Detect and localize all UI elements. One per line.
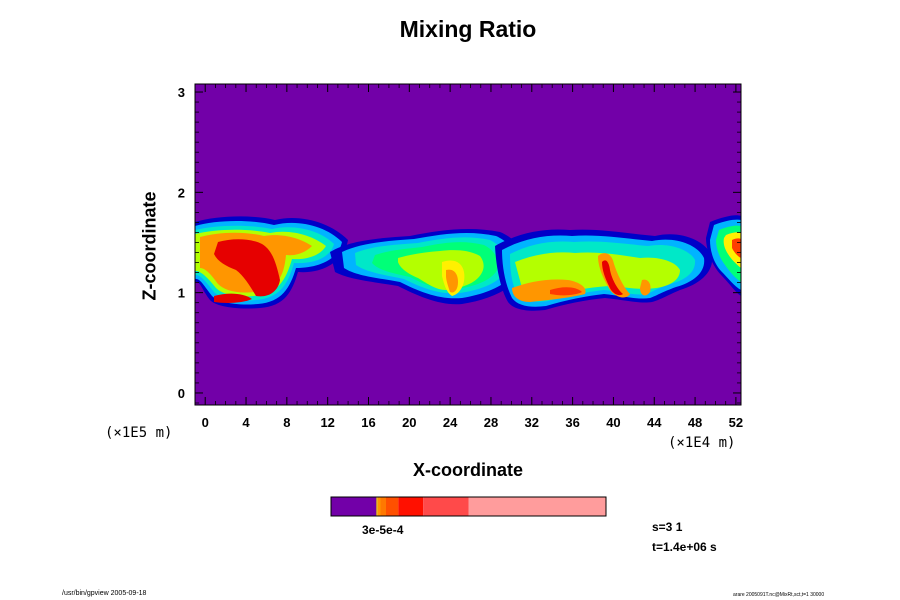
field-contour-22 (640, 279, 651, 296)
chart-title: Mixing Ratio (399, 16, 537, 42)
y-axis-label: Z-coordinate (139, 191, 160, 301)
y-tick-label-3: 3 (178, 85, 185, 100)
time-info: t=1.4e+06 s (652, 540, 717, 554)
y-tick-label-2: 2 (178, 185, 185, 200)
colorbar-segment-7 (468, 497, 606, 516)
colorbar-segment-0 (331, 497, 377, 516)
y-axis-unit: (×1E5 m) (105, 425, 173, 441)
x-tick-label-1: 4 (242, 415, 250, 430)
colorbar-frame (330, 496, 607, 517)
x-tick-label-2: 8 (283, 415, 290, 430)
colorbar-segment-3 (380, 497, 386, 516)
x-tick-label-4: 16 (361, 415, 375, 430)
footer-source: arare 2005091T.nc@MixRt,sct,t=1 30000 (733, 592, 825, 598)
colorbar-segment-4 (386, 497, 399, 516)
field-contour-20 (550, 287, 582, 296)
x-tick-label-13: 52 (729, 415, 743, 430)
x-tick-label-10: 40 (606, 415, 620, 430)
x-tick-label-6: 24 (443, 415, 458, 430)
footer-program: /usr/bin/gpview 2005-09-18 (62, 590, 147, 597)
field-contour-5 (214, 239, 280, 297)
x-tick-label-0: 0 (202, 415, 209, 430)
colorbar-segment-6 (423, 497, 469, 516)
y-tick-label-0: 0 (178, 386, 185, 401)
mixing-ratio-field (195, 215, 741, 311)
x-axis-label: X-coordinate (412, 460, 523, 480)
y-tick-label-1: 1 (178, 286, 185, 301)
plot-frame (194, 83, 742, 406)
colorbar (330, 496, 607, 517)
x-tick-label-12: 48 (688, 415, 702, 430)
colorbar-segment-5 (398, 497, 424, 516)
step-info: s=3 1 (652, 520, 683, 534)
colorbar-segment-2 (377, 497, 381, 516)
field-contour-13 (446, 269, 458, 293)
x-tick-label-5: 20 (402, 415, 416, 430)
field-contour-18 (512, 279, 586, 302)
x-tick-label-7: 28 (484, 415, 498, 430)
colorbar-segment-1 (376, 497, 378, 516)
x-axis-unit: (×1E4 m) (668, 435, 736, 451)
field-contour-6 (214, 293, 252, 303)
colorbar-label: 3e-5e-4 (362, 523, 404, 537)
x-tick-label-8: 32 (525, 415, 539, 430)
field-contour-21 (602, 260, 623, 296)
x-tick-label-9: 36 (565, 415, 579, 430)
x-tick-label-11: 44 (647, 415, 662, 430)
field-contour-27 (732, 238, 741, 258)
x-tick-label-3: 12 (320, 415, 334, 430)
